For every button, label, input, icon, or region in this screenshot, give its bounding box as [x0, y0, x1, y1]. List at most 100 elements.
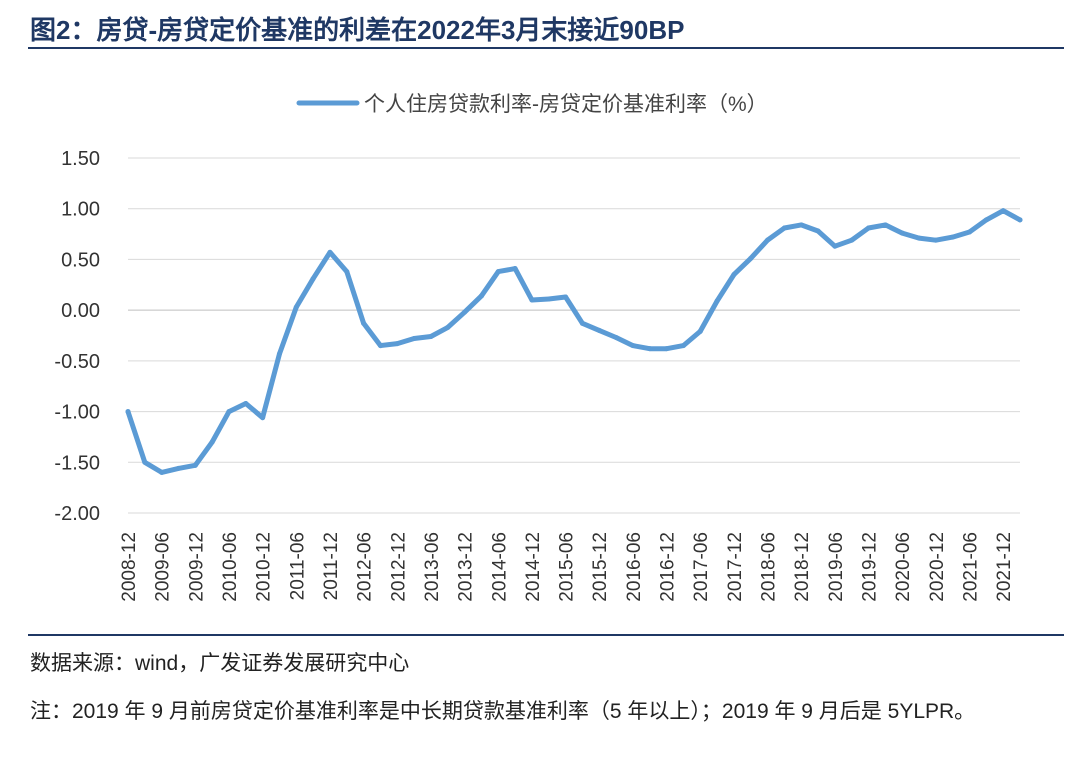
x-tick-label: 2009-12: [186, 532, 207, 602]
data-point: [765, 237, 771, 243]
data-point: [832, 243, 838, 249]
bottom-rule: [28, 634, 1064, 636]
y-tick-label: 1.00: [61, 199, 100, 221]
data-point: [849, 237, 855, 243]
x-tick-label: 2020-06: [893, 532, 914, 602]
x-tick-label: 2016-06: [624, 532, 645, 602]
data-point: [680, 343, 686, 349]
data-point: [967, 229, 973, 235]
data-point: [428, 334, 434, 340]
data-point: [1017, 217, 1023, 223]
data-point: [462, 309, 468, 315]
data-point: [882, 222, 888, 228]
data-point: [748, 255, 754, 261]
data-point: [344, 269, 350, 275]
x-tick-label: 2015-12: [590, 532, 611, 602]
data-point: [613, 335, 619, 341]
x-tick-label: 2017-06: [691, 532, 712, 602]
x-tick-label: 2009-06: [153, 532, 174, 602]
data-point: [377, 343, 383, 349]
x-tick-label: 2012-12: [388, 532, 409, 602]
data-point: [276, 351, 282, 357]
data-point: [664, 346, 670, 352]
data-point: [916, 235, 922, 241]
y-tick-label: 0.00: [61, 300, 100, 322]
data-point: [512, 266, 518, 272]
data-point: [866, 225, 872, 231]
data-point: [226, 409, 232, 415]
data-point: [714, 298, 720, 304]
x-tick-label: 2015-06: [557, 532, 578, 602]
x-tick-label: 2017-12: [725, 532, 746, 602]
series-line: [125, 208, 1023, 475]
data-point: [950, 234, 956, 240]
data-point: [899, 230, 905, 236]
data-point: [630, 343, 636, 349]
y-tick-label: 0.50: [61, 249, 100, 271]
data-point: [327, 249, 333, 255]
data-point: [731, 272, 737, 278]
data-point: [798, 222, 804, 228]
x-tick-label: 2011-12: [321, 532, 342, 600]
y-axis: 1.50 1.00 0.50 0.00 -0.50 -1.00 -1.50 -2.00: [54, 148, 100, 525]
y-tick-label: -2.00: [54, 503, 100, 525]
x-tick-label: 2012-06: [355, 532, 376, 602]
x-tick-label: 2016-12: [658, 532, 679, 602]
data-point: [781, 225, 787, 231]
data-point: [243, 400, 249, 406]
data-point: [546, 296, 552, 302]
top-rule: [28, 47, 1064, 49]
chart-legend: 个人住房贷款利率-房贷定价基准利率（%）: [296, 93, 768, 116]
data-point: [579, 320, 585, 326]
x-tick-label: 2010-12: [254, 532, 275, 602]
x-tick-label: 2019-06: [826, 532, 847, 602]
data-point: [445, 324, 451, 330]
y-tick-label: -1.00: [54, 402, 100, 424]
x-tick-label: 2020-12: [927, 532, 948, 602]
data-point: [563, 294, 569, 300]
figure-title: 图2：房贷-房贷定价基准的利差在2022年3月末接近90BP: [30, 15, 685, 45]
x-tick-label: 2010-06: [220, 532, 241, 602]
data-point: [1000, 208, 1006, 214]
data-point: [142, 459, 148, 465]
data-point: [175, 465, 181, 471]
x-tick-label: 2008-12: [119, 532, 140, 602]
data-point: [478, 293, 484, 299]
x-tick-label: 2018-12: [792, 532, 813, 602]
line-chart: 个人住房贷款利率-房贷定价基准利率（%） 1.50 1.00 0.50 0.00 -0.…: [54, 93, 1023, 602]
x-tick-label: 2018-06: [759, 532, 780, 602]
legend-label: 个人住房贷款利率-房贷定价基准利率（%）: [364, 93, 768, 116]
data-point: [529, 297, 535, 303]
data-point: [192, 462, 198, 468]
series-group: [125, 208, 1023, 475]
data-point: [159, 469, 165, 475]
data-point: [697, 328, 703, 334]
data-point: [983, 217, 989, 223]
x-tick-label: 2019-12: [860, 532, 881, 602]
data-point: [933, 237, 939, 243]
gridlines: [128, 157, 1020, 514]
x-tick-label: 2014-06: [489, 532, 510, 602]
y-tick-label: -0.50: [54, 351, 100, 373]
x-axis: 2008-12 2009-06 2009-12 2010-06 2010-12 2011-…: [119, 532, 1015, 602]
data-point: [310, 276, 316, 282]
data-point: [260, 415, 266, 421]
y-tick-label: -1.50: [54, 452, 100, 474]
x-tick-label: 2014-12: [523, 532, 544, 602]
x-tick-label: 2013-12: [456, 532, 477, 602]
data-point: [647, 346, 653, 352]
x-tick-label: 2013-06: [422, 532, 443, 602]
footnote-text: 注：2019 年 9 月前房贷定价基准利率是中长期贷款基准利率（5 年以上）；2…: [30, 700, 976, 723]
data-point: [394, 341, 400, 347]
data-point: [125, 409, 131, 415]
data-point: [495, 269, 501, 275]
data-point: [596, 327, 602, 333]
source-text: 数据来源：wind，广发证券发展研究中心: [30, 652, 410, 675]
data-point: [209, 439, 215, 445]
data-point: [411, 336, 417, 342]
data-point: [361, 320, 367, 326]
data-point: [815, 228, 821, 234]
x-tick-label: 2021-12: [994, 532, 1015, 602]
x-tick-label: 2011-06: [287, 532, 308, 600]
x-tick-label: 2021-06: [961, 532, 982, 602]
